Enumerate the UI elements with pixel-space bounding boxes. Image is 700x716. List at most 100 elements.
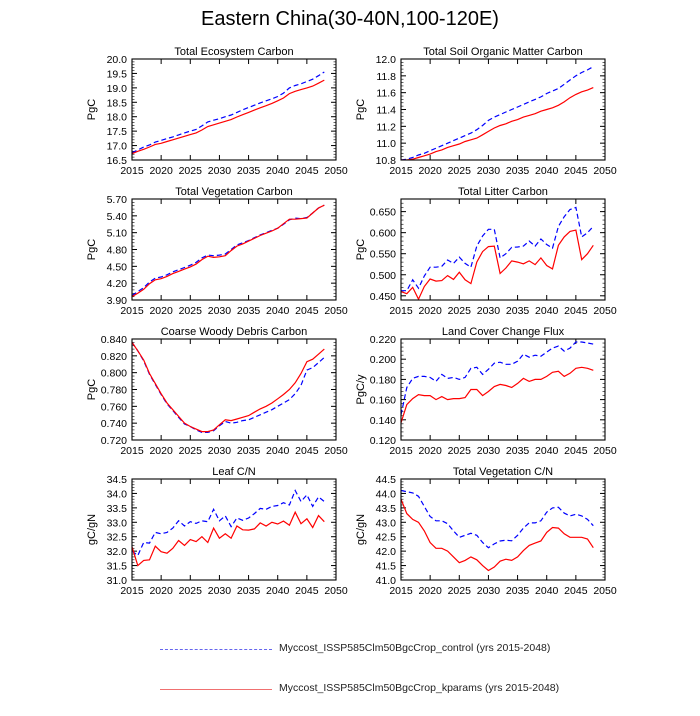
x-tick-label: 2030 bbox=[477, 585, 501, 597]
x-tick-label: 2030 bbox=[208, 165, 232, 177]
panel-total-litter-carbon: Total Litter Carbon PgC 2015 2020 2025 2030 20… bbox=[355, 186, 617, 317]
panel-total-soil-organic-matter-carbon: Total Soil Organic Matter Carbon PgC 2015 2… bbox=[355, 46, 617, 177]
x-tick-label: 2035 bbox=[237, 165, 261, 177]
y-tick-label: 0.820 bbox=[101, 351, 127, 363]
panel-title: Total Vegetation Carbon bbox=[175, 186, 292, 198]
y-axis-label: PgC bbox=[355, 99, 367, 120]
panel-title: Total Ecosystem Carbon bbox=[174, 46, 293, 58]
x-tick-label: 2020 bbox=[149, 305, 173, 317]
x-tick-label: 2025 bbox=[179, 165, 203, 177]
y-tick-label: 33.0 bbox=[107, 517, 128, 529]
y-tick-label: 32.5 bbox=[107, 532, 128, 544]
x-tick-label: 2040 bbox=[535, 585, 559, 597]
y-tick-label: 5.70 bbox=[107, 194, 128, 206]
y-tick-label: 44.0 bbox=[376, 488, 397, 500]
series-line-kparams bbox=[401, 366, 594, 423]
legend-dashed-line-icon bbox=[160, 649, 272, 650]
y-tick-label: 0.450 bbox=[370, 291, 396, 303]
x-tick-label: 2040 bbox=[266, 305, 290, 317]
plot-frame bbox=[400, 58, 606, 161]
legend-item-kparams: Myccost_ISSP585Clm50BgcCrop_kparams (yrs… bbox=[160, 676, 620, 716]
panel-coarse-woody-debris-carbon: Coarse Woody Debris Carbon PgC 2015 2020 202… bbox=[86, 326, 348, 457]
y-tick-label: 0.740 bbox=[101, 418, 127, 430]
y-tick-label: 0.200 bbox=[370, 354, 396, 366]
series-line-kparams bbox=[132, 342, 325, 433]
x-tick-label: 2050 bbox=[324, 585, 348, 597]
x-tick-label: 2035 bbox=[506, 305, 530, 317]
y-tick-label: 20.0 bbox=[107, 54, 128, 66]
legend-solid-line-icon bbox=[160, 689, 272, 690]
x-tick-label: 2045 bbox=[564, 585, 588, 597]
plot-frame bbox=[131, 338, 337, 441]
panel-title: Land Cover Change Flux bbox=[442, 326, 565, 338]
x-tick-label: 2015 bbox=[389, 165, 413, 177]
x-tick-label: 2035 bbox=[237, 445, 261, 457]
plot-frame bbox=[131, 58, 337, 161]
x-tick-label: 2035 bbox=[237, 305, 261, 317]
x-tick-label: 2035 bbox=[237, 585, 261, 597]
plot-frame bbox=[400, 338, 606, 441]
y-tick-label: 5.40 bbox=[107, 211, 128, 223]
y-tick-label: 3.90 bbox=[107, 295, 128, 307]
x-tick-label: 2035 bbox=[506, 585, 530, 597]
y-tick-label: 0.600 bbox=[370, 228, 396, 240]
legend-label: Myccost_ISSP585Clm50BgcCrop_control (yrs… bbox=[279, 642, 551, 654]
y-tick-label: 0.650 bbox=[370, 207, 396, 219]
x-tick-label: 2025 bbox=[448, 305, 472, 317]
panel-title: Total Soil Organic Matter Carbon bbox=[423, 46, 583, 58]
legend: Myccost_ISSP585Clm50BgcCrop_control (yrs… bbox=[160, 636, 620, 716]
y-tick-label: 0.800 bbox=[101, 368, 127, 380]
y-tick-label: 0.500 bbox=[370, 270, 396, 282]
x-tick-label: 2015 bbox=[389, 445, 413, 457]
x-tick-label: 2015 bbox=[120, 165, 144, 177]
y-tick-label: 31.5 bbox=[107, 561, 128, 573]
x-tick-label: 2025 bbox=[179, 585, 203, 597]
y-axis-label: gC/gN bbox=[86, 514, 98, 545]
x-tick-label: 2025 bbox=[179, 445, 203, 457]
x-tick-label: 2045 bbox=[564, 305, 588, 317]
y-axis-label: PgC bbox=[86, 379, 98, 400]
y-tick-label: 11.0 bbox=[376, 138, 396, 150]
y-tick-label: 4.50 bbox=[107, 261, 128, 273]
y-tick-label: 11.6 bbox=[376, 88, 396, 100]
x-tick-label: 2050 bbox=[593, 445, 617, 457]
x-tick-label: 2050 bbox=[324, 305, 348, 317]
y-tick-label: 0.140 bbox=[370, 415, 396, 427]
x-tick-label: 2050 bbox=[593, 585, 617, 597]
x-tick-label: 2030 bbox=[208, 585, 232, 597]
x-tick-label: 2040 bbox=[266, 165, 290, 177]
x-tick-label: 2040 bbox=[535, 165, 559, 177]
legend-item-control: Myccost_ISSP585Clm50BgcCrop_control (yrs… bbox=[160, 636, 620, 676]
x-tick-label: 2025 bbox=[448, 585, 472, 597]
y-tick-label: 31.0 bbox=[107, 575, 128, 587]
plot-frame bbox=[131, 198, 337, 301]
y-tick-label: 11.4 bbox=[376, 105, 396, 117]
x-tick-label: 2040 bbox=[535, 305, 559, 317]
series-line-kparams bbox=[401, 87, 594, 160]
x-tick-label: 2020 bbox=[418, 445, 442, 457]
x-tick-label: 2045 bbox=[295, 445, 319, 457]
y-axis-label: gC/gN bbox=[355, 514, 367, 545]
x-tick-label: 2015 bbox=[120, 305, 144, 317]
y-tick-label: 43.0 bbox=[376, 517, 397, 529]
y-tick-label: 34.0 bbox=[107, 488, 128, 500]
y-axis-label: PgC/y bbox=[355, 374, 367, 404]
series-line-kparams bbox=[132, 204, 325, 298]
y-tick-label: 10.8 bbox=[376, 155, 397, 167]
legend-label: Myccost_ISSP585Clm50BgcCrop_kparams (yrs… bbox=[279, 682, 560, 694]
panel-total-ecosystem-carbon: Total Ecosystem Carbon PgC 2015 2020 2025 203… bbox=[86, 46, 348, 177]
series-line-kparams bbox=[132, 510, 325, 567]
y-tick-label: 19.5 bbox=[107, 68, 128, 80]
y-tick-label: 0.840 bbox=[101, 334, 127, 346]
x-tick-label: 2025 bbox=[448, 445, 472, 457]
x-tick-label: 2050 bbox=[593, 165, 617, 177]
x-tick-label: 2040 bbox=[266, 445, 290, 457]
x-tick-label: 2030 bbox=[208, 305, 232, 317]
x-tick-label: 2045 bbox=[564, 165, 588, 177]
panel-title: Total Vegetation C/N bbox=[453, 466, 553, 478]
x-tick-label: 2020 bbox=[149, 585, 173, 597]
panel-total-vegetation-carbon: Total Vegetation Carbon PgC 2015 2020 2025 20… bbox=[86, 186, 348, 317]
y-tick-label: 0.180 bbox=[370, 374, 396, 386]
x-tick-label: 2020 bbox=[149, 165, 173, 177]
series-line-control bbox=[401, 66, 594, 160]
